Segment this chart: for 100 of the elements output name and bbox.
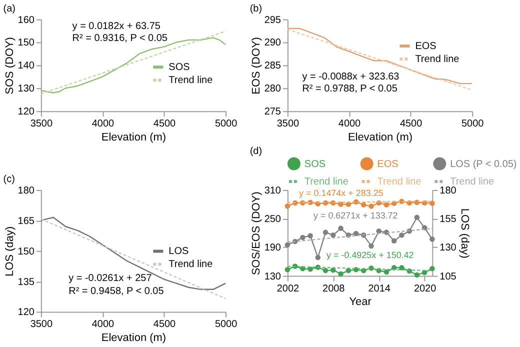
annotation: R² = 0.9788, P < 0.05 xyxy=(302,84,398,95)
y-tick-label: 120 xyxy=(18,307,35,318)
y-axis-title: SOS (DOY) xyxy=(4,37,16,94)
y-tick-label: 190 xyxy=(264,242,282,254)
x-tick-label: 2002 xyxy=(276,283,300,294)
point xyxy=(308,266,313,272)
point xyxy=(346,202,352,207)
y-tick-label: 280 xyxy=(264,84,282,95)
y2-tick-label: 130 xyxy=(440,242,457,254)
legend-label: Trend line xyxy=(168,259,214,270)
point xyxy=(368,243,374,249)
point xyxy=(315,254,321,260)
y-tick-label: 140 xyxy=(18,60,35,72)
annotation: y = 0.0182x + 63.75 xyxy=(72,21,161,32)
point xyxy=(284,204,290,209)
point xyxy=(284,266,290,272)
point xyxy=(368,204,374,209)
y-tick-label: 160 xyxy=(18,14,35,26)
x-tick-label: 4500 xyxy=(153,118,176,130)
y-tick-label: 165 xyxy=(18,216,35,227)
x-tick-label: 5000 xyxy=(461,118,484,130)
y-tick-label: 120 xyxy=(18,106,35,118)
chart-title: (c) xyxy=(3,174,15,185)
x-tick-label: 4000 xyxy=(92,118,115,130)
x-tick-label: 3500 xyxy=(276,118,300,130)
x-tick-label: 5000 xyxy=(214,118,238,130)
x-tick-label: 5000 xyxy=(214,319,238,330)
point xyxy=(338,226,344,231)
y-tick-label: 150 xyxy=(18,246,35,258)
point xyxy=(338,202,344,207)
y2-tick-label: 180 xyxy=(440,185,457,196)
point xyxy=(399,265,404,270)
point xyxy=(353,230,359,236)
point xyxy=(384,269,390,275)
legend-label: EOS xyxy=(377,158,399,170)
x-tick-label: 2014 xyxy=(368,283,391,294)
point xyxy=(414,214,420,220)
y-tick-label: 295 xyxy=(264,14,282,26)
legend-label: Trend line xyxy=(168,75,214,86)
legend-label: SOS xyxy=(168,62,190,74)
legend-label: LOS (P < 0.05) xyxy=(450,158,517,170)
annotation: y = -0.0088x + 323.63 xyxy=(302,72,400,83)
y-tick-label: 150 xyxy=(18,38,35,49)
y-tick-label: 275 xyxy=(264,106,282,118)
y-axis-title: LOS (day) xyxy=(4,226,16,276)
point xyxy=(330,232,336,238)
annotation: y = 0.6271x + 133.72 xyxy=(313,210,398,220)
y-axis-title: SOS/EOS (DOY) xyxy=(250,192,262,276)
y-tick-label: 310 xyxy=(264,185,282,196)
x-axis-title: Elevation (m) xyxy=(101,332,166,344)
x-tick-label: 4000 xyxy=(338,118,362,130)
y-tick-label: 130 xyxy=(18,84,35,95)
y-axis-title: EOS (DOY) xyxy=(250,37,262,94)
legend-label: EOS xyxy=(415,40,437,52)
chart-title: (b) xyxy=(250,3,262,14)
y2-tick-label: 105 xyxy=(440,271,457,282)
legend-label: LOS xyxy=(168,246,189,258)
annotation: y = -0.0261x + 257 xyxy=(68,272,152,284)
legend-label: Trend line xyxy=(415,54,460,65)
point xyxy=(430,200,435,206)
y-tick-label: 135 xyxy=(18,276,35,288)
y2-tick-label: 155 xyxy=(440,214,457,226)
x-tick-label: 2008 xyxy=(322,283,346,294)
point xyxy=(430,236,435,242)
y-tick-label: 130 xyxy=(264,271,282,282)
point xyxy=(338,271,344,277)
point xyxy=(284,242,290,248)
x-tick-label: 2020 xyxy=(414,283,437,294)
chart-title: (a) xyxy=(3,3,16,14)
y-tick-label: 250 xyxy=(264,214,282,226)
x-tick-label: 3500 xyxy=(30,319,53,330)
y2-axis-title: LOS (day) xyxy=(458,208,470,258)
y-tick-label: 290 xyxy=(264,38,282,49)
annotation: y = 0.1474x + 283.25 xyxy=(299,188,384,198)
chart-title: (d) xyxy=(250,146,262,158)
x-tick-label: 3500 xyxy=(30,118,53,130)
point xyxy=(399,232,404,238)
text: Trend line xyxy=(304,176,349,188)
x-tick-label: 4000 xyxy=(92,319,115,330)
x-axis-title: Year xyxy=(349,296,372,308)
x-tick-label: 4500 xyxy=(400,118,423,130)
x-tick-label: 4500 xyxy=(153,319,176,330)
point xyxy=(360,202,366,208)
text: Trend line xyxy=(450,176,495,188)
point xyxy=(391,238,397,244)
annotation: y = -0.4925x + 150.42 xyxy=(326,250,414,260)
point xyxy=(322,268,328,274)
point xyxy=(322,230,328,235)
legend-label: Trend line xyxy=(377,176,422,188)
point xyxy=(414,272,420,278)
point xyxy=(300,234,306,240)
point xyxy=(384,202,390,208)
x-axis-title: Elevation (m) xyxy=(101,132,166,144)
y-tick-label: 180 xyxy=(18,185,35,196)
annotation: R² = 0.9458, P < 0.05 xyxy=(68,286,164,298)
point xyxy=(308,233,313,238)
y-tick-label: 285 xyxy=(264,60,282,72)
point xyxy=(430,266,435,272)
legend-label: SOS xyxy=(304,158,326,170)
annotation: R² = 0.9316, P < 0.05 xyxy=(72,33,168,44)
